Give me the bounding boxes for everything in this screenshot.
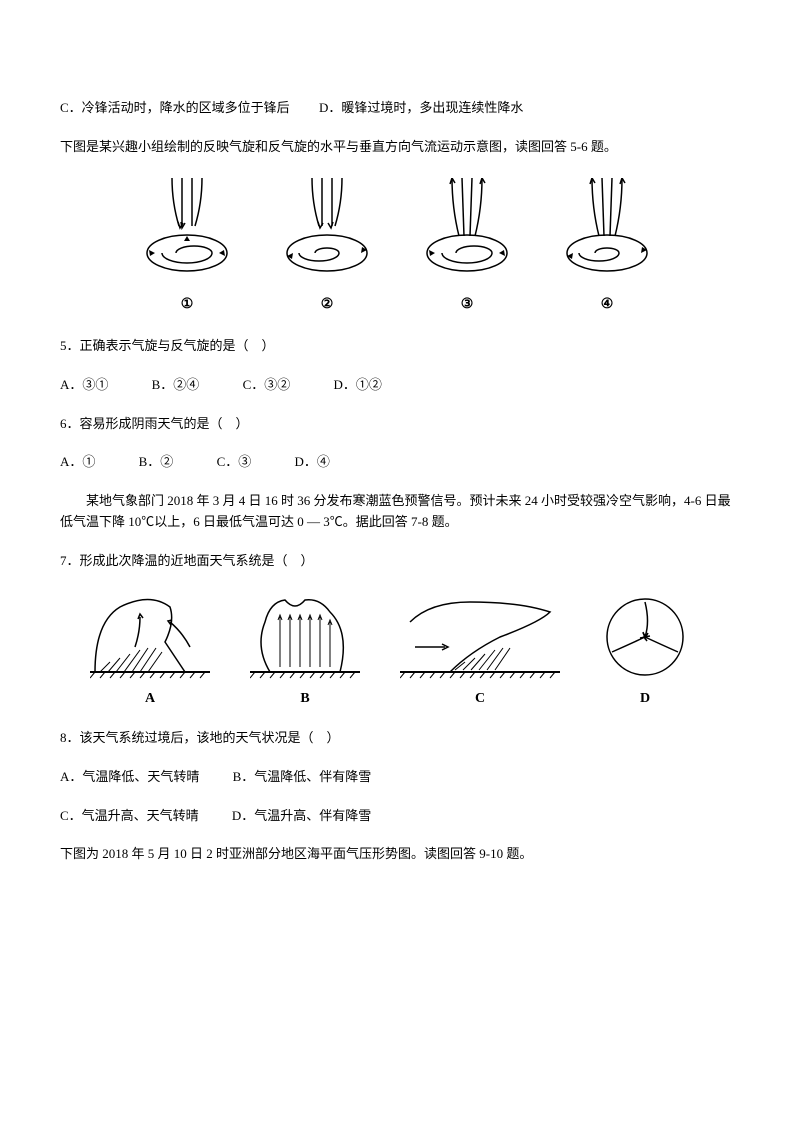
q8-stem: 8．该天气系统过境后，该地的天气状况是（ ） xyxy=(60,728,734,749)
opt-d: D．暖锋过境时，多出现连续性降水 xyxy=(319,100,523,115)
q5-d: D．①② xyxy=(333,375,381,396)
fig1-cell-3: ③ xyxy=(417,178,517,316)
q5-a: A．③① xyxy=(60,375,108,396)
fig1-cell-4: ④ xyxy=(557,178,657,316)
fig1-label-2: ② xyxy=(321,294,334,316)
line-cd: C．冷锋活动时，降水的区域多位于锋后 D．暖锋过境时，多出现连续性降水 xyxy=(60,98,734,119)
fig2-cell-b: B xyxy=(250,592,360,710)
fig2-label-d: D xyxy=(640,688,650,710)
opt-c: C．冷锋活动时，降水的区域多位于锋后 xyxy=(60,100,290,115)
q8-options-row1: A．气温降低、天气转晴 B．气温降低、伴有降雪 xyxy=(60,767,734,788)
cyclone-diagram-3 xyxy=(417,178,517,288)
fig2-cell-d: D xyxy=(600,592,690,710)
q8-options-row2: C．气温升高、天气转晴 D．气温升高、伴有降雪 xyxy=(60,806,734,827)
fig2-cell-a: A xyxy=(90,592,210,710)
q5-options: A．③① B．②④ C．③② D．①② xyxy=(60,375,734,396)
q6-a: A．① xyxy=(60,452,95,473)
fig2-cell-c: C xyxy=(400,592,560,710)
q6-options: A．① B．② C．③ D．④ xyxy=(60,452,734,473)
cyclone-diagram-4 xyxy=(557,178,657,288)
q6-c: C．③ xyxy=(217,452,252,473)
cyclone-diagram-2 xyxy=(277,178,377,288)
fig1-label-1: ① xyxy=(181,294,194,316)
front-diagram-c xyxy=(400,592,560,682)
q8-c: C．气温升高、天气转晴 xyxy=(60,806,199,827)
q6-d: D．④ xyxy=(294,452,329,473)
fig1-cell-2: ② xyxy=(277,178,377,316)
q7-stem: 7．形成此次降温的近地面天气系统是（ ） xyxy=(60,551,734,572)
fig1-label-4: ④ xyxy=(601,294,614,316)
q8-d: D．气温升高、伴有降雪 xyxy=(232,806,371,827)
q6-stem: 6．容易形成阴雨天气的是（ ） xyxy=(60,414,734,435)
figure-cyclones: ① ② xyxy=(60,178,734,316)
fig1-label-3: ③ xyxy=(461,294,474,316)
cyclone-diagram-1 xyxy=(137,178,237,288)
q8-b: B．气温降低、伴有降雪 xyxy=(233,767,372,788)
front-diagram-b xyxy=(250,592,360,682)
q5-b: B．②④ xyxy=(152,375,200,396)
front-diagram-d xyxy=(600,592,690,682)
q5-c: C．③② xyxy=(243,375,291,396)
front-diagram-a xyxy=(90,592,210,682)
q8-a: A．气温降低、天气转晴 xyxy=(60,767,199,788)
figure-weather-systems: A B xyxy=(90,592,734,710)
fig1-cell-1: ① xyxy=(137,178,237,316)
intro-q7-8: 某地气象部门 2018 年 3 月 4 日 16 时 36 分发布寒潮蓝色预警信… xyxy=(60,491,734,533)
q5-stem: 5．正确表示气旋与反气旋的是（ ） xyxy=(60,336,734,357)
fig2-label-c: C xyxy=(475,688,485,710)
intro-q9-10: 下图为 2018 年 5 月 10 日 2 时亚洲部分地区海平面气压形势图。读图… xyxy=(60,844,734,865)
fig2-label-b: B xyxy=(300,688,309,710)
fig2-label-a: A xyxy=(145,688,155,710)
intro-q5-6: 下图是某兴趣小组绘制的反映气旋和反气旋的水平与垂直方向气流运动示意图，读图回答 … xyxy=(60,137,734,158)
q6-b: B．② xyxy=(139,452,174,473)
